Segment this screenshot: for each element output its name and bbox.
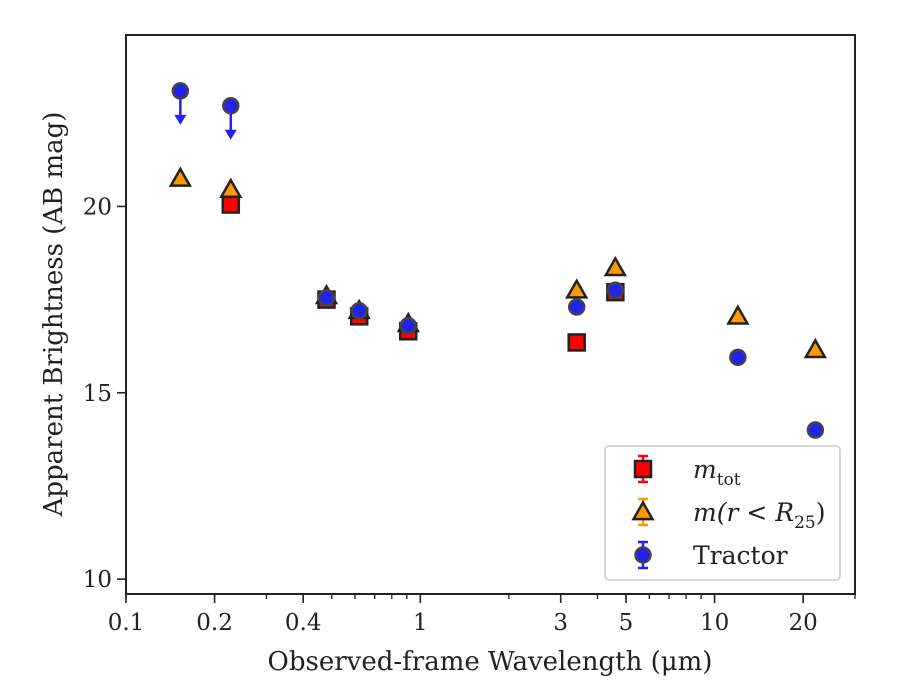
x-axis-title: Observed-frame Wavelength (μm) <box>268 647 713 677</box>
data-point <box>317 288 336 307</box>
series-circle <box>171 82 825 439</box>
legend-label: m(r < R25) <box>693 498 825 533</box>
data-point <box>726 304 750 325</box>
x-tick-label: 5 <box>619 610 634 636</box>
y-axis-title: Apparent Brightness (AB mag) <box>39 112 69 518</box>
legend-marker <box>634 546 652 564</box>
axis-ticks <box>117 205 804 603</box>
legend-box <box>604 445 841 581</box>
y-tick-label: 10 <box>83 567 112 593</box>
data-point <box>565 278 589 299</box>
upper-limit-arrowhead <box>224 129 237 140</box>
x-tick-label: 20 <box>789 610 818 636</box>
x-tick-label: 0.4 <box>285 610 322 636</box>
tick-labels: 0.1 0.2 0.4 1 3 5 10 20 10 15 20 <box>83 194 818 636</box>
x-tick-label: 3 <box>553 610 568 636</box>
data-point <box>399 316 417 335</box>
legend-label: Tractor <box>693 541 788 570</box>
legend: mtot m(r < R25) Tractor <box>604 445 841 581</box>
data-point <box>168 166 193 187</box>
data-point <box>603 255 627 277</box>
x-tick-label: 0.1 <box>108 610 145 636</box>
data-point <box>567 298 586 316</box>
data-point <box>219 177 243 199</box>
data-point <box>171 82 190 100</box>
series-triangle <box>168 166 828 359</box>
data-point <box>221 195 241 214</box>
data-point <box>567 333 586 352</box>
y-tick-label: 15 <box>83 381 112 407</box>
data-point <box>806 421 825 439</box>
data-point <box>803 337 828 359</box>
upper-limit-arrowhead <box>174 114 187 125</box>
data-point <box>222 97 240 115</box>
legend-marker <box>631 499 655 521</box>
legend-marker <box>633 459 653 479</box>
x-tick-label: 0.2 <box>196 610 233 636</box>
data-point <box>606 281 625 300</box>
x-tick-label: 10 <box>700 610 729 636</box>
data-point <box>350 302 368 320</box>
data-point <box>729 348 747 367</box>
plot-frame <box>125 34 856 595</box>
x-tick-label: 1 <box>413 610 428 636</box>
legend-label: mtot <box>693 455 741 490</box>
y-tick-label: 20 <box>83 194 112 220</box>
